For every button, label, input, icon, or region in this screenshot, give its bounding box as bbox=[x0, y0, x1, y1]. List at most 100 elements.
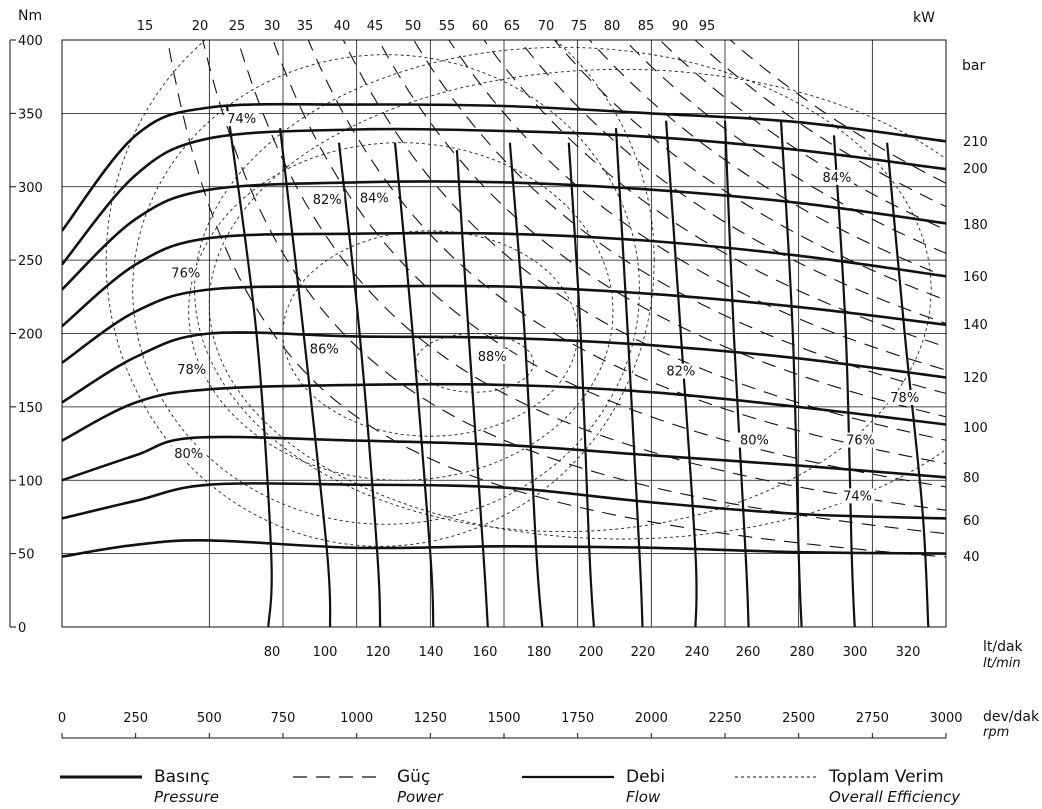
flow-line-220lpm bbox=[614, 128, 644, 627]
power-line-65kw bbox=[518, 40, 946, 324]
y-axis-unit: Nm bbox=[18, 8, 42, 24]
power-line-45kw bbox=[377, 40, 946, 418]
rpm-tick-label: 250 bbox=[123, 711, 148, 726]
efficiency-label-bg bbox=[171, 445, 206, 461]
efficiency-label-bg bbox=[663, 363, 698, 379]
flow-tick-label: 100 bbox=[313, 645, 338, 660]
flow-line-80lpm bbox=[225, 105, 273, 627]
bar-tick-label: 40 bbox=[963, 550, 980, 565]
power-lines bbox=[167, 40, 946, 558]
efficiency-label-bg bbox=[310, 191, 345, 207]
kw-tick-label: 40 bbox=[334, 19, 351, 34]
legend-label: Basınç bbox=[154, 767, 210, 787]
kw-tick-label: 85 bbox=[638, 19, 655, 34]
legend-sublabel: Power bbox=[397, 788, 444, 806]
efficiency-label: 76% bbox=[171, 266, 200, 281]
flow-line-240lpm bbox=[665, 120, 698, 627]
flow-tick-label: 300 bbox=[843, 645, 868, 660]
flow-lines bbox=[225, 105, 930, 627]
bar-tick-label: 160 bbox=[963, 270, 988, 285]
flow-tick-label: 140 bbox=[419, 645, 444, 660]
efficiency-label: 78% bbox=[177, 363, 206, 378]
kw-tick-label: 20 bbox=[192, 19, 209, 34]
efficiency-label-bg bbox=[224, 111, 259, 127]
kw-tick-label: 65 bbox=[504, 19, 521, 34]
efficiency-label: 80% bbox=[174, 447, 203, 462]
kw-tick-label: 90 bbox=[672, 19, 689, 34]
efficiency-label-bg bbox=[168, 265, 203, 281]
efficiency-label: 82% bbox=[666, 365, 695, 380]
rpm-unit: dev/dak bbox=[983, 709, 1040, 725]
power-line-70kw bbox=[553, 40, 946, 301]
y-tick-label: 400 bbox=[18, 34, 43, 49]
efficiency-label: 74% bbox=[227, 112, 256, 127]
efficiency-label: 84% bbox=[823, 171, 852, 186]
kw-unit: kW bbox=[913, 10, 935, 26]
flow-line-160lpm bbox=[455, 150, 489, 627]
flow-line-120lpm bbox=[337, 142, 382, 627]
efficiency-label-bg bbox=[357, 190, 392, 206]
bar-tick-label: 200 bbox=[963, 162, 988, 177]
flow-tick-label: 80 bbox=[264, 645, 281, 660]
pressure-line-200bar bbox=[62, 127, 946, 266]
rpm-tick-label: 2500 bbox=[782, 711, 815, 726]
rpm-tick-label: 1500 bbox=[487, 711, 520, 726]
pressure-line-210bar bbox=[62, 102, 946, 232]
flow-tick-label: 120 bbox=[366, 645, 391, 660]
y-tick-label: 250 bbox=[18, 254, 43, 269]
flow-unit-alt: lt/min bbox=[983, 656, 1021, 671]
power-line-85kw bbox=[659, 40, 946, 231]
flow-tick-label: 220 bbox=[631, 645, 656, 660]
efficiency-label: 88% bbox=[478, 350, 507, 365]
flow-line-200lpm bbox=[567, 142, 595, 627]
flow-tick-label: 200 bbox=[579, 645, 604, 660]
efficiency-label: 82% bbox=[313, 193, 342, 208]
y-tick-label: 200 bbox=[18, 328, 43, 343]
efficiency-label-bg bbox=[174, 362, 209, 378]
pressure-line-160bar bbox=[62, 231, 946, 328]
flow-tick-label: 180 bbox=[527, 645, 552, 660]
legend-label: Debi bbox=[626, 767, 665, 787]
efficiency-label: 76% bbox=[846, 434, 875, 449]
efficiency-label-bg bbox=[307, 341, 342, 357]
kw-tick-label: 60 bbox=[472, 19, 489, 34]
flow-unit: lt/dak bbox=[983, 639, 1024, 655]
legend-label: Toplam Verim bbox=[828, 767, 944, 787]
legend-label: Güç bbox=[397, 767, 430, 787]
bar-tick-label: 140 bbox=[963, 318, 988, 333]
rpm-tick-label: 1750 bbox=[561, 711, 594, 726]
kw-tick-label: 30 bbox=[264, 19, 281, 34]
flow-line-100lpm bbox=[279, 127, 332, 627]
flow-line-320lpm bbox=[886, 142, 930, 627]
efficiency-label-bg bbox=[819, 169, 854, 185]
bar-tick-label: 100 bbox=[963, 421, 988, 436]
rpm-tick-label: 0 bbox=[58, 711, 66, 726]
y-tick-label: 50 bbox=[18, 548, 35, 563]
flow-tick-label: 280 bbox=[790, 645, 815, 660]
flow-tick-label: 260 bbox=[736, 645, 761, 660]
efficiency-label: 74% bbox=[843, 489, 872, 504]
bar-unit: bar bbox=[962, 58, 985, 74]
kw-tick-label: 15 bbox=[137, 19, 154, 34]
flow-tick-label: 320 bbox=[896, 645, 921, 660]
flow-line-280lpm bbox=[779, 120, 803, 627]
power-line-95kw bbox=[729, 40, 946, 184]
kw-tick-label: 80 bbox=[604, 19, 621, 34]
kw-tick-label: 75 bbox=[571, 19, 588, 34]
bar-tick-label: 120 bbox=[963, 371, 988, 386]
rpm-tick-label: 2000 bbox=[635, 711, 668, 726]
rpm-unit-alt: rpm bbox=[983, 725, 1009, 740]
power-line-30kw bbox=[272, 40, 946, 488]
power-line-25kw bbox=[237, 40, 946, 511]
power-line-80kw bbox=[624, 40, 946, 254]
kw-tick-label: 35 bbox=[297, 19, 314, 34]
power-line-55kw bbox=[448, 40, 946, 371]
efficiency-label: 78% bbox=[890, 391, 919, 406]
flow-tick-label: 240 bbox=[685, 645, 710, 660]
rpm-tick-label: 1250 bbox=[414, 711, 447, 726]
kw-tick-label: 70 bbox=[538, 19, 555, 34]
efficiency-label-bg bbox=[737, 432, 772, 448]
grid bbox=[61, 39, 947, 628]
efficiency-label: 86% bbox=[310, 343, 339, 358]
